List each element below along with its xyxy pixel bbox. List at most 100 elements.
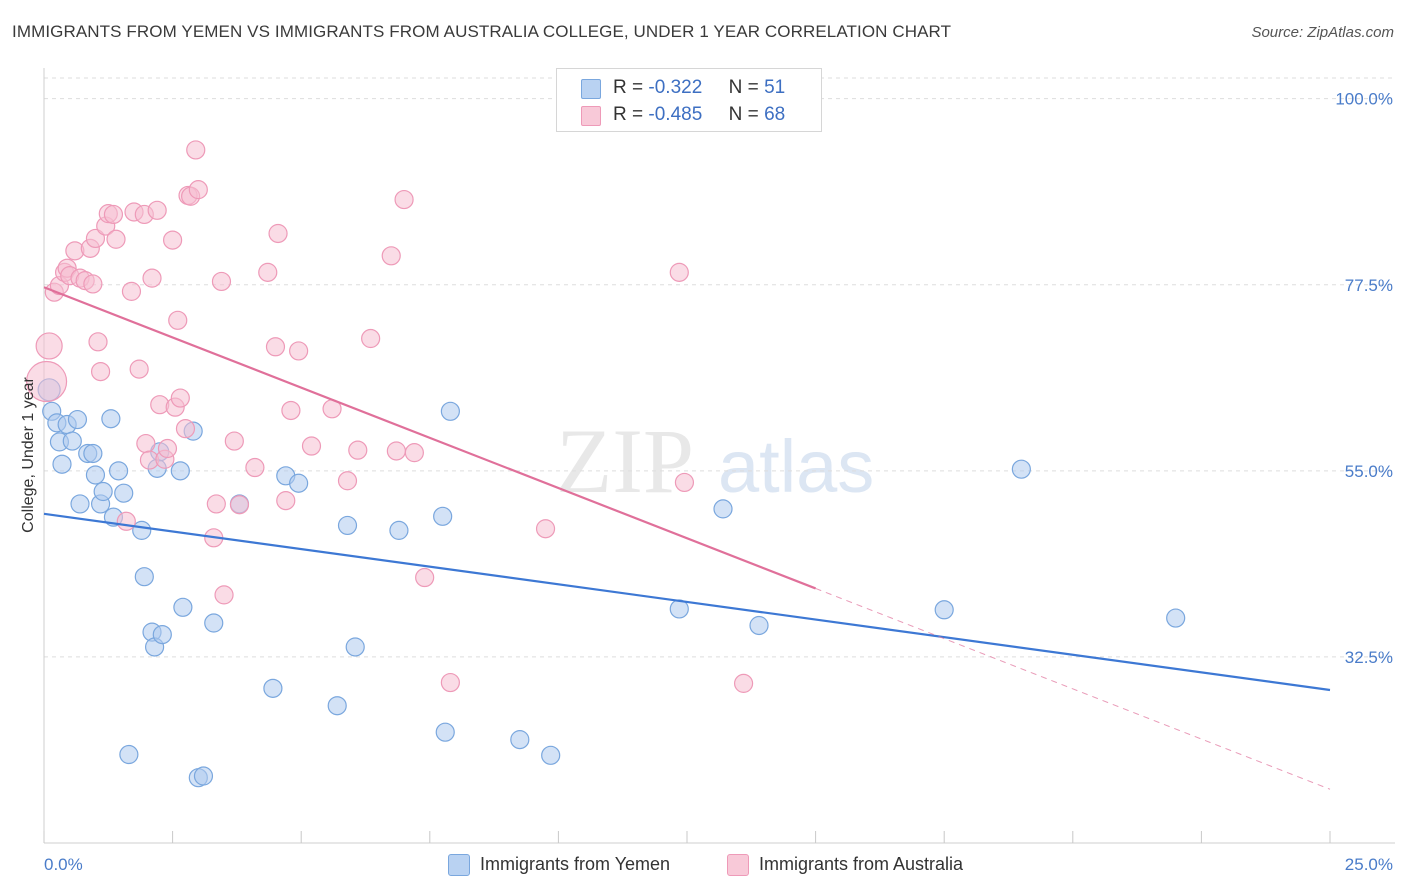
yemen-point — [85, 465, 106, 485]
australia-point — [337, 471, 358, 491]
australia-point — [276, 491, 296, 511]
legend-label-yemen: Immigrants from Yemen — [480, 854, 671, 874]
series-australia-points — [25, 140, 754, 693]
australia-point — [142, 268, 162, 288]
legend-swatch-australia — [581, 106, 601, 126]
y-tick-label: 100.0% — [1335, 90, 1393, 109]
australia-point — [88, 332, 108, 352]
x-tick-label: 25.0% — [1345, 855, 1393, 874]
legend-r-label: R = — [613, 77, 644, 98]
australia-point — [188, 180, 208, 200]
legend-swatch-yemen — [581, 79, 601, 99]
australia-point — [268, 223, 288, 244]
trend-line-australia — [43, 286, 816, 590]
legend-swatch-australia — [727, 854, 749, 876]
axes — [43, 68, 1395, 844]
australia-point — [85, 228, 106, 249]
australia-point — [535, 519, 556, 539]
australia-point — [90, 361, 111, 382]
source-label: Source: ZipAtlas.com — [1251, 24, 1394, 41]
yemen-point — [1011, 459, 1031, 479]
x-tick-label: 0.0% — [44, 855, 83, 874]
yemen-point — [62, 431, 82, 451]
yemen-point — [289, 473, 309, 493]
yemen-point — [204, 613, 224, 633]
australia-point — [170, 388, 190, 408]
trend-lines — [43, 286, 1331, 790]
yemen-point — [83, 443, 103, 464]
y-tick-label: 77.5% — [1345, 276, 1393, 295]
legend-r-label: R = — [613, 104, 644, 125]
legend-swatch-yemen — [448, 854, 470, 876]
australia-point — [186, 140, 206, 160]
australia-point — [674, 472, 695, 493]
australia-point — [361, 328, 381, 349]
legend-n-label: N = — [728, 104, 759, 125]
correlation-legend: R = -0.322 N = 51 R = -0.485 N = 68 — [556, 68, 822, 132]
yemen-point — [173, 597, 193, 617]
australia-point — [147, 200, 167, 220]
series-legend: Immigrants from Yemen Immigrants from Au… — [0, 852, 1406, 878]
australia-point — [348, 440, 368, 460]
tick-labels: 100.0% 77.5% 55.0% 32.5% 0.0% 25.0% College, U… — [20, 90, 1393, 874]
australia-point — [168, 310, 188, 330]
yemen-point — [713, 499, 733, 519]
australia-point — [136, 433, 156, 454]
australia-point — [83, 274, 103, 294]
trend-line-extension-australia — [815, 587, 1331, 790]
yemen-point — [93, 481, 113, 502]
legend-r-value-yemen: -0.322 — [648, 77, 703, 98]
australia-point — [116, 511, 136, 531]
australia-point — [733, 673, 754, 693]
australia-point — [106, 229, 126, 249]
australia-point — [175, 419, 196, 439]
australia-point — [35, 332, 63, 360]
australia-point — [289, 341, 309, 361]
yemen-point — [934, 600, 954, 620]
yemen-point — [1166, 608, 1186, 628]
yemen-point — [170, 461, 190, 481]
watermark-zip: ZIP — [556, 410, 694, 512]
australia-point — [163, 230, 183, 250]
yemen-point — [119, 744, 139, 765]
yemen-point — [440, 401, 460, 421]
legend-r-value-australia: -0.485 — [648, 104, 703, 125]
legend-n-value-yemen: 51 — [764, 77, 786, 98]
yemen-point — [193, 766, 214, 786]
australia-point — [265, 337, 286, 357]
zipatlas-watermark: ZIP atlas — [556, 410, 874, 512]
australia-point — [211, 271, 232, 292]
yemen-point — [541, 745, 561, 765]
watermark-atlas: atlas — [718, 425, 874, 508]
australia-point — [669, 262, 689, 282]
australia-point — [404, 443, 424, 463]
australia-point — [394, 189, 414, 210]
yemen-point — [327, 696, 347, 716]
australia-point — [25, 360, 68, 403]
yemen-point — [101, 409, 121, 429]
yemen-point — [152, 624, 172, 645]
australia-point — [129, 359, 149, 379]
yemen-point — [70, 494, 90, 514]
y-tick-label: 32.5% — [1345, 648, 1393, 667]
legend-label-australia: Immigrants from Australia — [759, 854, 964, 874]
yemen-point — [67, 409, 88, 430]
yemen-point — [134, 567, 154, 587]
australia-point — [214, 585, 234, 605]
australia-point — [103, 204, 124, 225]
series-yemen-points — [37, 378, 1186, 788]
yemen-point — [345, 637, 365, 657]
australia-point — [245, 457, 265, 478]
australia-point — [440, 672, 460, 693]
yemen-point — [114, 483, 134, 503]
chart-title: IMMIGRANTS FROM YEMEN VS IMMIGRANTS FROM… — [12, 22, 952, 41]
australia-point — [386, 441, 406, 461]
legend-n-value-australia: 68 — [764, 104, 786, 125]
australia-point — [229, 495, 250, 515]
australia-point — [415, 567, 435, 588]
y-tick-label: 55.0% — [1345, 462, 1393, 481]
australia-point — [224, 431, 244, 451]
yemen-point — [52, 454, 72, 474]
y-axis-title: College, Under 1 year — [20, 377, 37, 533]
